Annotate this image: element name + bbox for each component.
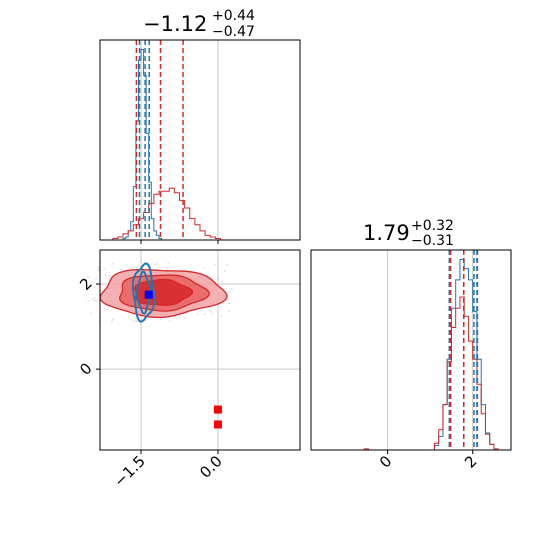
title-param-2-lower: −0.31 bbox=[411, 233, 454, 249]
title-param-1-value: −1.12 bbox=[143, 12, 207, 36]
sample-dot bbox=[133, 320, 135, 322]
sample-dot bbox=[221, 281, 223, 283]
sample-dot bbox=[209, 310, 212, 313]
sample-dot bbox=[179, 316, 181, 319]
sample-dot bbox=[125, 264, 128, 267]
marginal-histogram-param-2: 1.79 +0.32 −0.31 0 2 bbox=[310, 218, 512, 472]
sample-dot bbox=[97, 268, 100, 271]
y-tick-label-1: 2 bbox=[76, 274, 95, 293]
sample-dot bbox=[159, 318, 162, 321]
sample-dot bbox=[155, 262, 158, 265]
x-tick-label-0: 0 bbox=[376, 452, 395, 471]
sample-dot bbox=[228, 302, 231, 304]
marker-point-2 bbox=[213, 420, 222, 429]
sample-dot bbox=[104, 267, 106, 270]
blue-contour-level-1 bbox=[135, 270, 152, 315]
sample-dot bbox=[87, 276, 90, 279]
histogram-series-1 bbox=[363, 296, 503, 451]
sample-dot bbox=[217, 278, 220, 281]
title-param-1-upper: +0.44 bbox=[212, 8, 255, 24]
title-param-2-value: 1.79 bbox=[363, 221, 410, 245]
marginal-histogram-param-1: −1.12 +0.44 −0.47 bbox=[99, 8, 301, 244]
sample-dot bbox=[90, 285, 93, 288]
sample-dot bbox=[135, 319, 138, 322]
histogram-series-0 bbox=[120, 49, 163, 241]
panel-frame-top-left bbox=[99, 39, 301, 241]
sample-dot bbox=[109, 275, 111, 278]
sample-dot bbox=[103, 306, 106, 309]
title-param-2-upper: +0.32 bbox=[411, 218, 454, 234]
sample-dot bbox=[104, 274, 107, 276]
y-tick-label-0: 0 bbox=[76, 359, 95, 378]
title-param-1-lower: −0.47 bbox=[212, 24, 255, 40]
sample-dot bbox=[213, 263, 216, 266]
sample-dot bbox=[228, 290, 231, 293]
sample-dot bbox=[111, 262, 114, 265]
sample-dot bbox=[111, 319, 114, 322]
sample-dot bbox=[154, 263, 157, 266]
sample-dot bbox=[131, 267, 134, 270]
sample-dot bbox=[184, 316, 186, 319]
sample-dot bbox=[93, 299, 96, 302]
sample-dot bbox=[106, 308, 109, 310]
x-tick-label-0: −1.5 bbox=[110, 452, 148, 490]
sample-dot bbox=[89, 312, 92, 315]
sample-dot bbox=[167, 262, 170, 265]
marker-point-0 bbox=[144, 290, 153, 299]
sample-dot bbox=[211, 312, 214, 315]
joint-contour-panel: −1.5 0.0 0 2 bbox=[76, 249, 301, 491]
sample-dot bbox=[220, 315, 222, 317]
sample-dot bbox=[230, 288, 233, 291]
sample-dot bbox=[95, 300, 98, 303]
sample-dot bbox=[121, 268, 124, 271]
sample-dot bbox=[110, 321, 113, 324]
sample-dot bbox=[225, 263, 228, 266]
sample-dot bbox=[224, 270, 226, 272]
sample-dot bbox=[95, 277, 98, 280]
blue-contour-level-0 bbox=[131, 262, 156, 323]
x-tick-label-1: 2 bbox=[461, 452, 480, 471]
sample-dot bbox=[166, 267, 169, 270]
sample-dot bbox=[87, 300, 90, 302]
x-tick-label-1: 0.0 bbox=[196, 452, 226, 482]
histogram-series-1 bbox=[107, 187, 226, 241]
sample-dot bbox=[196, 313, 199, 316]
sample-dot bbox=[203, 266, 206, 269]
sample-dot bbox=[203, 313, 206, 316]
sample-dot bbox=[219, 305, 222, 308]
sample-dot bbox=[168, 320, 171, 322]
sample-dot bbox=[136, 266, 139, 268]
sample-dot bbox=[228, 310, 231, 312]
marker-point-1 bbox=[213, 405, 222, 414]
sample-dot bbox=[98, 266, 100, 269]
panel-frame-bottom-right bbox=[310, 249, 512, 451]
panel-frame-bottom-left bbox=[99, 249, 301, 451]
sample-dot bbox=[91, 298, 94, 301]
sample-dot bbox=[93, 296, 96, 299]
